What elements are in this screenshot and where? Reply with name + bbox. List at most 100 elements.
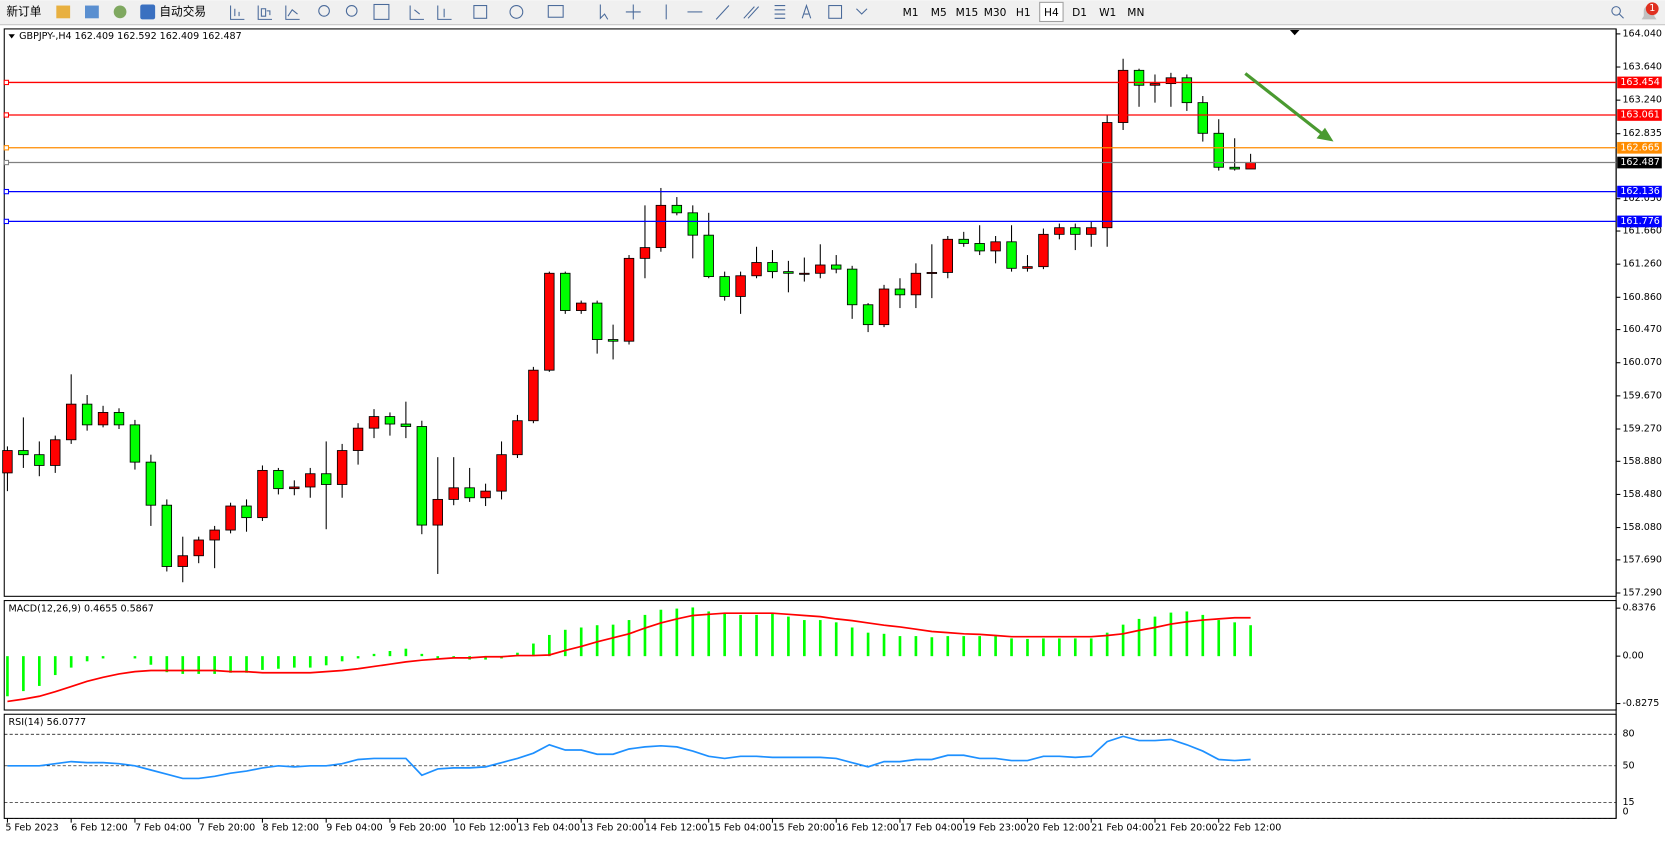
- shift-marker[interactable]: [1289, 29, 1300, 36]
- x-tick-label: 21 Feb 20:00: [1155, 822, 1218, 833]
- candle-body: [2, 450, 13, 474]
- y-tick-label: 160.470: [1622, 324, 1661, 335]
- signal-line: [7, 612, 1251, 703]
- candle-body: [18, 450, 29, 456]
- timeframe-button[interactable]: MN: [1127, 6, 1144, 19]
- y-tick-label: 158.480: [1622, 489, 1661, 500]
- candle-body: [65, 403, 77, 441]
- y-tick-label: 162.050: [1622, 193, 1661, 204]
- timeframe-button[interactable]: D1: [1072, 6, 1087, 19]
- candle-body: [974, 243, 985, 252]
- y-tick-label: 164.040: [1622, 28, 1661, 39]
- x-tick-label: 6 Feb 12:00: [71, 822, 128, 833]
- y-tick-label: 163.240: [1622, 95, 1661, 106]
- timeframe-button[interactable]: H1: [1016, 6, 1031, 19]
- icon[interactable]: [473, 5, 488, 19]
- icon[interactable]: [113, 5, 127, 19]
- candle-body: [305, 473, 316, 488]
- level-label: 163.061: [1620, 109, 1659, 120]
- y-tick-label: 158.080: [1622, 522, 1661, 533]
- candle-body: [751, 262, 762, 277]
- crosshair-icon[interactable]: [625, 4, 641, 20]
- timeframe-button[interactable]: M5: [931, 6, 947, 19]
- text-icon[interactable]: [801, 3, 812, 19]
- candle-body: [368, 416, 380, 429]
- candle-body: [878, 288, 890, 326]
- candle-body: [591, 302, 603, 340]
- icon[interactable]: [547, 5, 564, 18]
- level-label-bg: [1617, 109, 1662, 121]
- auto-trading-button[interactable]: 自动交易: [159, 4, 206, 18]
- icon[interactable]: [318, 5, 330, 17]
- cursor-icon[interactable]: [599, 4, 609, 20]
- candle-body: [480, 490, 491, 499]
- y-tick-label: 161.260: [1622, 259, 1661, 270]
- auto-trading-icon[interactable]: [140, 4, 156, 20]
- candle-body: [1117, 69, 1129, 123]
- icon[interactable]: [56, 5, 71, 19]
- new-order-button[interactable]: 新订单: [6, 4, 41, 18]
- icon[interactable]: [509, 5, 524, 19]
- icon[interactable]: [345, 5, 358, 17]
- icon[interactable]: [437, 5, 452, 20]
- icon[interactable]: [285, 5, 300, 20]
- candle-body: [862, 304, 874, 326]
- active-timeframe: [1039, 1, 1064, 23]
- label-icon[interactable]: [828, 5, 843, 19]
- search-icon[interactable]: [1611, 6, 1621, 16]
- timeframes: M1 M5 M15 M30 H1 H4 D1 W1 MN: [903, 1, 1144, 23]
- x-tick-label: 15 Feb 04:00: [709, 822, 772, 833]
- icon[interactable]: [230, 5, 245, 20]
- candle-body: [113, 412, 125, 426]
- candle-body: [655, 204, 667, 249]
- notification-badge[interactable]: [1645, 2, 1659, 16]
- fibo-icon[interactable]: [774, 5, 786, 19]
- candle-body: [416, 426, 428, 526]
- icon[interactable]: [257, 5, 273, 20]
- level-label-bg: [1617, 215, 1662, 228]
- timeframe-button[interactable]: M30: [984, 6, 1007, 19]
- icon[interactable]: [409, 5, 424, 20]
- timeframe-button[interactable]: W1: [1099, 6, 1116, 19]
- timeframe-button[interactable]: M15: [956, 6, 979, 19]
- candle-body: [528, 369, 539, 422]
- candle-body: [910, 272, 922, 296]
- arrow-icon[interactable]: [856, 8, 868, 15]
- level-handle: [3, 79, 10, 86]
- y-tick-label: 0: [1622, 807, 1628, 818]
- x-tick-label: 9 Feb 20:00: [390, 822, 447, 833]
- x-tick-label: 7 Feb 04:00: [135, 822, 192, 833]
- level-label-bg: [1617, 185, 1662, 198]
- candle-body: [81, 403, 93, 426]
- candle-body: [671, 204, 683, 214]
- level-handle: [3, 145, 10, 151]
- search-icon[interactable]: [1618, 13, 1624, 19]
- y-tick-label: 157.690: [1622, 554, 1661, 565]
- candle-body: [815, 264, 826, 274]
- x-tick-label: 17 Feb 04:00: [900, 822, 963, 833]
- candle-body: [225, 505, 236, 531]
- candle-body: [1006, 241, 1017, 269]
- level-label: 162.487: [1620, 157, 1659, 168]
- candle-body: [735, 275, 746, 297]
- y-tick-label: 80: [1622, 729, 1634, 740]
- y-tick-label: 159.670: [1622, 390, 1661, 401]
- candle-body: [512, 420, 523, 456]
- candle-body: [289, 486, 300, 490]
- candle-body: [544, 272, 555, 371]
- timeframe-button[interactable]: H4: [1044, 6, 1059, 19]
- x-tick-label: 19 Feb 23:00: [964, 822, 1027, 833]
- candle-body: [320, 473, 332, 485]
- icon[interactable]: [373, 3, 390, 20]
- candle-body: [719, 276, 730, 297]
- candle-body: [831, 264, 842, 270]
- y-tick-label: 161.660: [1622, 226, 1661, 237]
- y-tick-label: 157.290: [1622, 588, 1661, 599]
- timeframe-button[interactable]: M1: [903, 6, 919, 19]
- candle-body: [464, 487, 475, 499]
- trendline-icon[interactable]: [715, 5, 730, 20]
- symbol-arrow[interactable]: [8, 34, 15, 39]
- channel-icon[interactable]: [743, 6, 760, 19]
- candle-body: [1245, 162, 1256, 170]
- icon[interactable]: [85, 5, 99, 19]
